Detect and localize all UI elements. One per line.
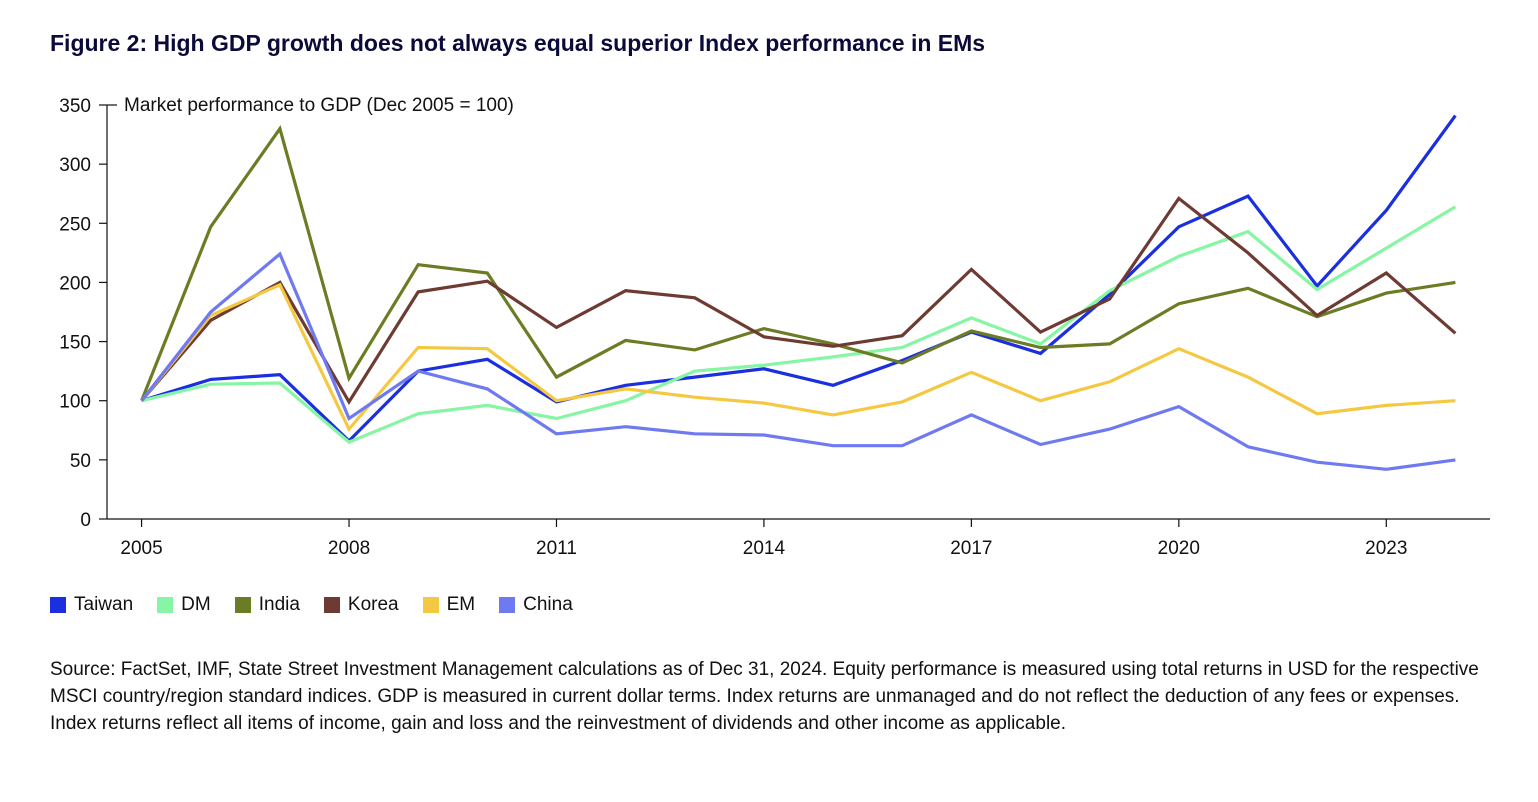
series-line-em: [140, 282, 1456, 433]
legend-label: India: [258, 594, 300, 615]
y-tick-label: 0: [80, 510, 91, 531]
legend-label: Korea: [347, 594, 399, 615]
series-line-korea: [140, 196, 1457, 405]
legend-label: Taiwan: [74, 594, 134, 615]
y-axis-label: Market performance to GDP (Dec 2005 = 10…: [124, 95, 514, 116]
series-lines: [140, 114, 1457, 471]
source-note: Source: FactSet, IMF, State Street Inves…: [50, 659, 1479, 734]
y-tick-label: 200: [59, 273, 91, 294]
legend-item-korea: Korea: [323, 594, 399, 616]
legend-swatch: [323, 597, 340, 613]
legend-label: China: [523, 594, 573, 615]
series-line-china: [140, 251, 1456, 471]
x-tick-label: 2008: [328, 538, 370, 559]
legend-item-china: China: [499, 594, 573, 616]
y-tick-label: 100: [59, 392, 91, 413]
legend-label: DM: [181, 594, 211, 615]
y-tick-label: 150: [59, 333, 91, 354]
series-line-taiwan: [141, 114, 1457, 444]
x-tick-label: 2020: [1158, 538, 1200, 559]
legend-swatch: [422, 597, 439, 613]
legend: Taiwan DM India Korea EM China: [50, 594, 573, 616]
legend-swatch: [499, 597, 516, 613]
x-tick-label: 2014: [743, 538, 786, 559]
legend-swatch: [50, 597, 66, 613]
legend-item-taiwan: Taiwan: [50, 594, 133, 616]
series-line-india: [140, 125, 1456, 402]
y-tick-label: 50: [70, 451, 91, 472]
y-tick-label: 300: [59, 155, 91, 176]
x-axis: 2005 2008 2011 2014 2017 2020 2023: [107, 518, 1490, 559]
chart-title: Figure 2: High GDP growth does not alway…: [50, 30, 986, 56]
series-line-dm: [141, 205, 1457, 444]
x-tick-label: 2017: [950, 538, 992, 559]
x-tick-label: 2023: [1365, 538, 1407, 559]
legend-item-dm: DM: [157, 594, 211, 616]
legend-swatch: [234, 597, 251, 613]
y-tick-label: 250: [59, 214, 91, 235]
y-axis: 0 50 100 150 200 250 300 350: [59, 96, 117, 531]
legend-item-india: India: [234, 594, 300, 616]
x-tick-label: 2005: [120, 538, 162, 559]
y-tick-label: 350: [59, 96, 91, 117]
legend-item-em: EM: [422, 594, 476, 616]
legend-label: EM: [446, 594, 476, 615]
legend-swatch: [157, 597, 174, 613]
x-tick-label: 2011: [536, 538, 577, 559]
